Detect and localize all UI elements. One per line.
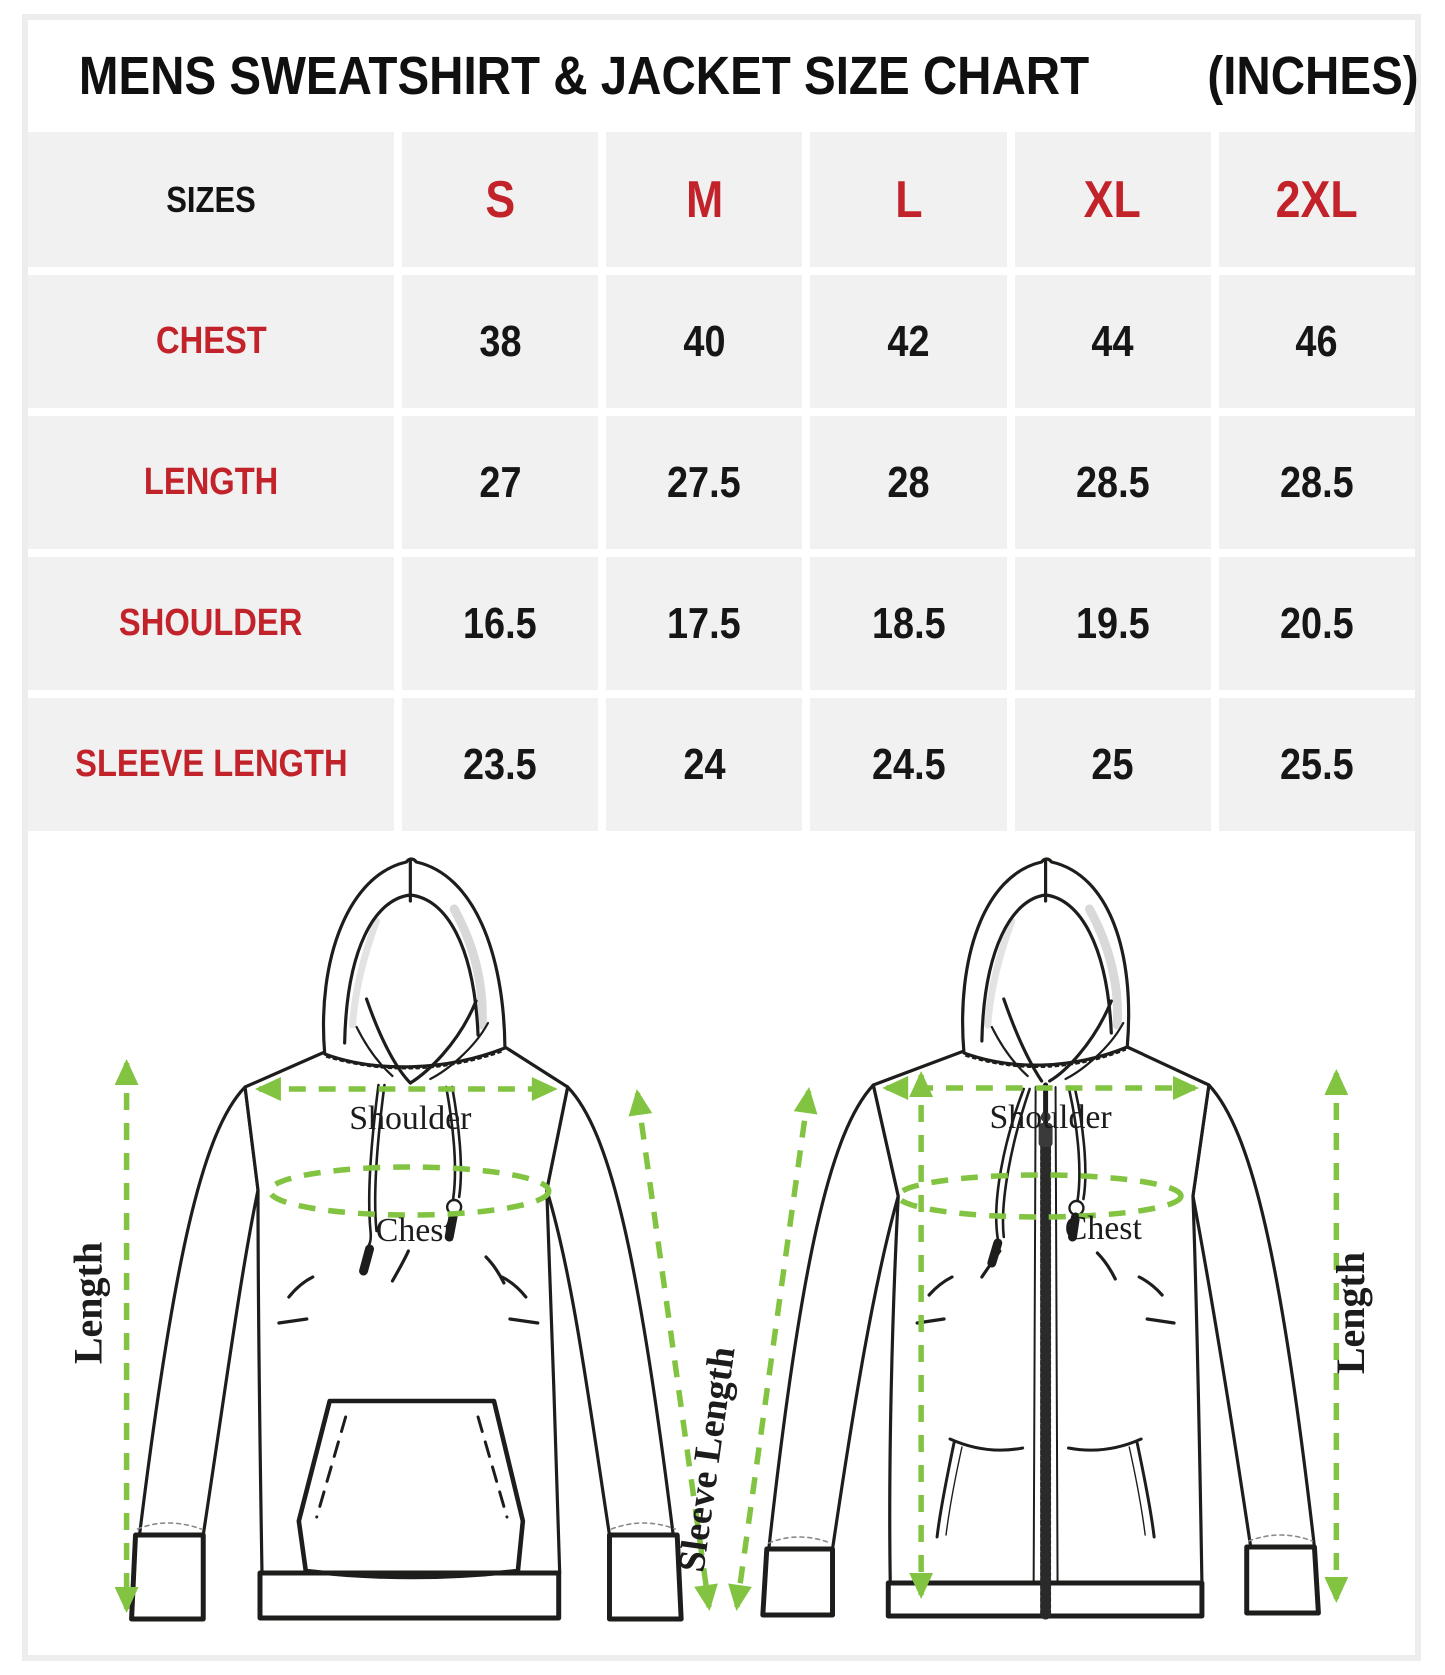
size-cell: 24 <box>606 698 803 831</box>
size-cell: 27.5 <box>606 416 803 549</box>
size-cell: 28.5 <box>1218 416 1415 549</box>
size-cell: 28 <box>810 416 1007 549</box>
pullover-shoulder-label: Shoulder <box>349 1100 471 1137</box>
size-cell: 19.5 <box>1014 557 1211 690</box>
size-cell: 24.5 <box>810 698 1007 831</box>
size-col-m: M <box>606 132 803 267</box>
size-cell: 17.5 <box>606 557 803 690</box>
size-col-xl: XL <box>1014 132 1211 267</box>
size-col-l: L <box>810 132 1007 267</box>
row-label-length: LENGTH <box>28 416 394 549</box>
size-cell: 20.5 <box>1218 557 1415 690</box>
size-cell: 16.5 <box>402 557 599 690</box>
size-cell: 42 <box>810 275 1007 408</box>
size-cell: 46 <box>1218 275 1415 408</box>
size-cell: 40 <box>606 275 803 408</box>
sleeve-length-arrow-jacket <box>728 1087 818 1611</box>
pullover-hoodie-drawing <box>129 857 684 1622</box>
measurement-diagram: Shoulder Chest Length Shoulder Chest Len… <box>28 831 1415 1655</box>
jacket-shoulder-label: Shoulder <box>989 1099 1111 1136</box>
size-cell: 23.5 <box>402 698 599 831</box>
pullover-length-label: Length <box>66 1242 111 1364</box>
row-label-sleeve-length: SLEEVE LENGTH <box>28 698 394 831</box>
zip-jacket-drawing <box>760 857 1321 1620</box>
size-cell: 28.5 <box>1014 416 1211 549</box>
measurement-arrows <box>114 1059 1349 1613</box>
sleeve-length-label: Sleeve Length <box>671 1344 744 1575</box>
size-cell: 38 <box>402 275 599 408</box>
hoodie-diagram-svg: Shoulder Chest Length Shoulder Chest Len… <box>66 857 1373 1622</box>
sleeve-length-arrow-pullover <box>628 1089 718 1611</box>
title-main: MENS SWEATSHIRT & JACKET SIZE CHART <box>79 46 1090 106</box>
jacket-chest-label: Chest <box>1065 1210 1143 1247</box>
size-cell: 18.5 <box>810 557 1007 690</box>
row-label-shoulder: SHOULDER <box>28 557 394 690</box>
size-col-2xl: 2XL <box>1218 132 1415 267</box>
chest-ellipse-pullover <box>267 1164 552 1218</box>
size-col-s: S <box>402 132 599 267</box>
size-cell: 27 <box>402 416 599 549</box>
chest-ellipse-jacket <box>895 1172 1184 1220</box>
size-cell: 44 <box>1014 275 1211 408</box>
table-corner-cell: SIZES <box>28 132 394 267</box>
size-chart-card: MENS SWEATSHIRT & JACKET SIZE CHART (INC… <box>22 14 1421 1661</box>
size-cell: 25 <box>1014 698 1211 831</box>
size-table: SIZES S M L XL 2XL CHEST 38 40 42 44 46 … <box>28 132 1415 831</box>
page-title: MENS SWEATSHIRT & JACKET SIZE CHART (INC… <box>28 20 1419 132</box>
size-cell: 25.5 <box>1218 698 1415 831</box>
pullover-chest-label: Chest <box>376 1212 454 1249</box>
row-label-chest: CHEST <box>28 275 394 408</box>
title-unit: (INCHES) <box>1206 46 1419 106</box>
jacket-length-label: Length <box>1328 1252 1373 1374</box>
